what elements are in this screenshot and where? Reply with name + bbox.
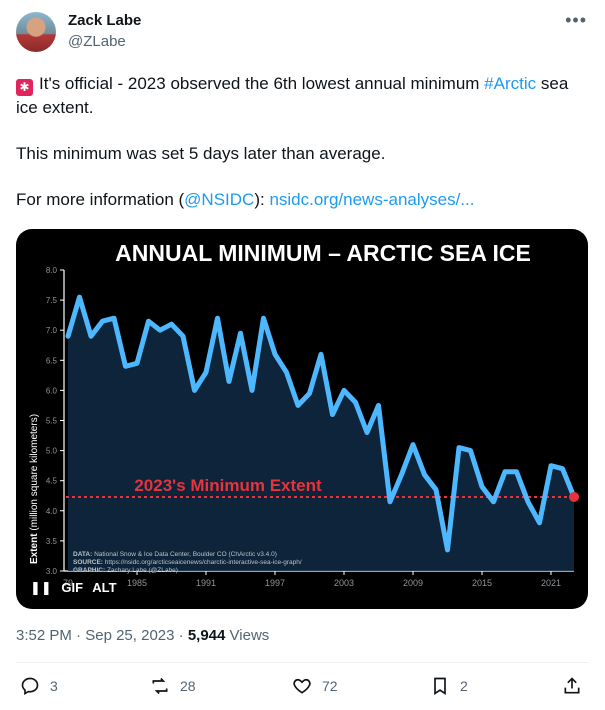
author-name[interactable]: Zack Labe	[68, 12, 142, 29]
reply-icon	[21, 677, 39, 695]
pause-icon[interactable]: ❚❚	[30, 580, 52, 595]
y-tick-label: 4.5	[46, 477, 58, 486]
svg-text:SOURCE: https://nsidc.org/arct: SOURCE: https://nsidc.org/arcticseaicene…	[73, 559, 302, 566]
y-tick-label: 3.0	[46, 567, 58, 576]
mention-link[interactable]: @NSIDC	[184, 190, 255, 209]
post-line-3: For more information (@NSIDC): nsidc.org…	[16, 190, 475, 209]
avatar[interactable]	[16, 12, 56, 52]
post-date[interactable]: Sep 25, 2023	[85, 627, 175, 644]
svg-text:GRAPHIC: Zachary Labe (@ZLabe): GRAPHIC: Zachary Labe (@ZLabe)	[73, 567, 178, 574]
x-tick-label: 2003	[334, 578, 354, 588]
x-tick-label-start: 79	[63, 578, 73, 588]
post-text: ✱ It's official - 2023 observed the 6th l…	[16, 72, 586, 211]
y-tick-label: 6.5	[46, 356, 58, 365]
like-button[interactable]: 72	[292, 676, 338, 696]
views-label: Views	[229, 627, 270, 644]
y-tick-label: 5.5	[46, 417, 58, 426]
alt-button[interactable]: ALT	[92, 580, 117, 595]
share-button[interactable]	[562, 676, 592, 696]
bookmark-button[interactable]: 2	[430, 676, 468, 696]
svg-text:DATA: National Snow & Ice Data: DATA: National Snow & Ice Data Center, B…	[73, 551, 277, 558]
media-gif[interactable]: ANNUAL MINIMUM – ARCTIC SEA ICE 3.0 3.5 4.…	[16, 229, 588, 609]
sea-ice-chart: ANNUAL MINIMUM – ARCTIC SEA ICE 3.0 3.5 4.…	[29, 240, 579, 588]
chart-title: ANNUAL MINIMUM – ARCTIC SEA ICE	[115, 240, 531, 266]
series-line	[65, 294, 577, 553]
reference-label: 2023's Minimum Extent	[134, 476, 322, 495]
x-tick-label: 1991	[196, 578, 216, 588]
reply-count: 3	[50, 678, 58, 694]
divider	[16, 662, 589, 663]
gif-controls: ❚❚ GIF ALT	[30, 580, 123, 596]
x-tick-label: 2015	[472, 578, 492, 588]
bookmark-count: 2	[460, 678, 468, 694]
credits: DATA: National Snow & Ice Data Center, B…	[73, 551, 302, 574]
y-tick-label: 3.5	[46, 537, 58, 546]
point-2023	[569, 491, 579, 502]
gif-label: GIF	[61, 580, 84, 595]
y-tick-label: 5.0	[46, 447, 58, 456]
post-line-1: ✱ It's official - 2023 observed the 6th l…	[16, 74, 569, 117]
y-tick-label: 8.0	[46, 266, 58, 275]
y-tick-label: 7.0	[46, 326, 58, 335]
y-axis-label: Extent (million square kilometers)	[29, 414, 40, 564]
series-area	[68, 297, 574, 571]
x-tick-label: 2009	[403, 578, 423, 588]
repost-count: 28	[180, 678, 196, 694]
post-time[interactable]: 3:52 PM	[16, 627, 72, 644]
url-link[interactable]: nsidc.org/news-analyses/...	[269, 190, 475, 209]
reply-button[interactable]: 3	[20, 676, 58, 696]
heart-icon	[293, 678, 311, 694]
y-tick-label: 4.0	[46, 507, 58, 516]
views-count: 5,944	[187, 627, 226, 644]
post-meta: 3:52 PM · Sep 25, 2023 · 5,944 Views	[16, 627, 270, 644]
siren-icon: ✱	[16, 79, 33, 96]
action-bar: 3 28 72 2	[0, 676, 605, 700]
hashtag-link[interactable]: #Arctic	[484, 74, 537, 93]
x-tick-label: 1997	[265, 578, 285, 588]
author-handle[interactable]: @ZLabe	[68, 33, 126, 50]
repost-icon	[152, 677, 168, 695]
x-tick-label: 1985	[127, 578, 147, 588]
x-tick-label: 2021	[541, 578, 561, 588]
y-tick-label: 6.0	[46, 386, 58, 395]
y-tick-label: 7.5	[46, 296, 58, 305]
more-icon[interactable]: •••	[565, 10, 587, 30]
bookmark-icon	[434, 677, 446, 696]
like-count: 72	[322, 678, 338, 694]
share-icon	[564, 677, 580, 694]
post-line-2: This minimum was set 5 days later than a…	[16, 144, 386, 163]
repost-button[interactable]: 28	[150, 676, 196, 696]
